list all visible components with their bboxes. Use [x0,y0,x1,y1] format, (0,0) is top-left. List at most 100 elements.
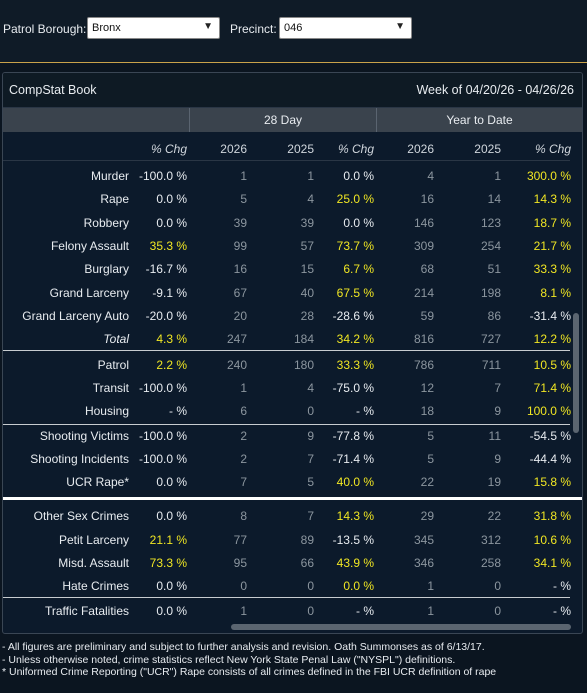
cell-prev-28: 28 [300,309,314,323]
horizontal-scrollbar[interactable] [231,624,571,630]
cell-pct-28: -100.0 % [138,452,187,466]
cell-prev-28: 4 [307,192,314,206]
cell-pct-28: -16.7 % [145,262,187,276]
cell-cur-ytd: 12 [420,381,434,395]
vertical-scrollbar[interactable] [573,313,579,433]
cell-prev-ytd: 51 [487,262,501,276]
cell-prev-ytd: 0 [494,579,501,593]
column-divider [376,108,377,132]
cell-pct-28: -100.0 % [138,381,187,395]
cell-cur-ytd: 5 [427,452,434,466]
cell-cur-ytd: 22 [420,475,434,489]
cell-cur-ytd: 4 [427,169,434,183]
cell-prev-ytd: 258 [480,556,501,570]
cell-prev-ytd: 22 [487,509,501,523]
column-header: % Chg [534,142,571,156]
cell-pct-28b: 73.7 % [336,239,374,253]
cell-prev-ytd: 312 [480,533,501,547]
cell-prev-28: 5 [307,475,314,489]
week-range: Week of 04/20/26 - 04/26/26 [416,83,574,97]
cell-pct-ytd: - % [553,579,571,593]
cell-pct-28b: 34.2 % [336,332,374,346]
cell-cur-28: 39 [233,216,247,230]
cell-pct-28: 0.0 % [156,216,187,230]
row-label: Rape [100,192,129,206]
cell-prev-ytd: 7 [494,381,501,395]
cell-pct-ytd: 12.2 % [533,332,571,346]
cell-pct-28: 0.0 % [156,509,187,523]
cell-cur-28: 8 [240,509,247,523]
column-header: % Chg [150,142,187,156]
cell-cur-28: 247 [226,332,247,346]
cell-pct-28b: 0.0 % [343,169,374,183]
cell-pct-28b: 0.0 % [343,579,374,593]
row-label: Felony Assault [50,239,129,253]
cell-prev-28: 4 [307,381,314,395]
cell-cur-ytd: 345 [413,533,434,547]
precinct-select-value: 046 [284,22,303,34]
cell-prev-28: 15 [300,262,314,276]
group-header-28-day: 28 Day [190,108,376,132]
cell-prev-28: 66 [300,556,314,570]
cell-cur-ytd: 18 [420,404,434,418]
cell-prev-ytd: 254 [480,239,501,253]
cell-cur-28: 67 [233,286,247,300]
row-label: Misd. Assault [58,556,129,570]
cell-pct-28b: - % [356,604,374,618]
cell-pct-ytd: - % [553,604,571,618]
cell-pct-28: 2.2 % [156,358,187,372]
cell-prev-ytd: 0 [494,604,501,618]
cell-pct-28b: -75.0 % [332,381,374,395]
cell-pct-ytd: 31.8 % [533,509,571,523]
cell-pct-28: -100.0 % [138,169,187,183]
section-break-bar [3,497,582,500]
group-header-ytd: Year to Date [377,108,582,132]
cell-pct-28: 35.3 % [149,239,187,253]
cell-prev-28: 7 [307,509,314,523]
cell-prev-28: 0 [307,404,314,418]
cell-cur-28: 240 [226,358,247,372]
cell-cur-28: 0 [240,579,247,593]
row-label: Grand Larceny [49,286,129,300]
cell-prev-28: 0 [307,579,314,593]
cell-pct-28b: 33.3 % [336,358,374,372]
column-divider [189,108,190,132]
cell-cur-ytd: 16 [420,192,434,206]
cell-prev-ytd: 198 [480,286,501,300]
cell-pct-28b: -13.5 % [332,533,374,547]
cell-cur-ytd: 59 [420,309,434,323]
cell-pct-ytd: -54.5 % [529,429,571,443]
cell-pct-28b: 6.7 % [343,262,374,276]
cell-pct-28: -100.0 % [138,429,187,443]
cell-pct-ytd: 33.3 % [533,262,571,276]
section-divider [3,597,570,598]
cell-prev-ytd: 9 [494,452,501,466]
card-title: CompStat Book [9,83,97,97]
cell-prev-ytd: 86 [487,309,501,323]
cell-pct-ytd: 71.4 % [533,381,571,395]
group-header-blank [3,108,189,132]
borough-label: Patrol Borough: [3,22,87,36]
row-label: Grand Larceny Auto [22,309,129,323]
borough-select[interactable]: Bronx ▼ [87,17,220,39]
cell-prev-ytd: 1 [494,169,501,183]
cell-pct-28: 0.0 % [156,192,187,206]
precinct-select[interactable]: 046 ▼ [279,17,412,39]
cell-pct-28b: 0.0 % [343,216,374,230]
chevron-down-icon: ▼ [395,21,405,32]
cell-cur-28: 6 [240,404,247,418]
row-label: Murder [90,169,129,183]
cell-cur-28: 1 [240,604,247,618]
column-header: 2026 [407,142,434,156]
cell-cur-28: 2 [240,452,247,466]
row-label: Housing [84,404,129,418]
cell-cur-ytd: 214 [413,286,434,300]
cell-pct-ytd: 8.1 % [540,286,571,300]
cell-pct-ytd: 18.7 % [533,216,571,230]
cell-cur-28: 1 [240,381,247,395]
cell-pct-28b: 40.0 % [336,475,374,489]
cell-cur-ytd: 68 [420,262,434,276]
cell-prev-28: 184 [293,332,314,346]
cell-prev-ytd: 123 [480,216,501,230]
cell-pct-ytd: 21.7 % [533,239,571,253]
